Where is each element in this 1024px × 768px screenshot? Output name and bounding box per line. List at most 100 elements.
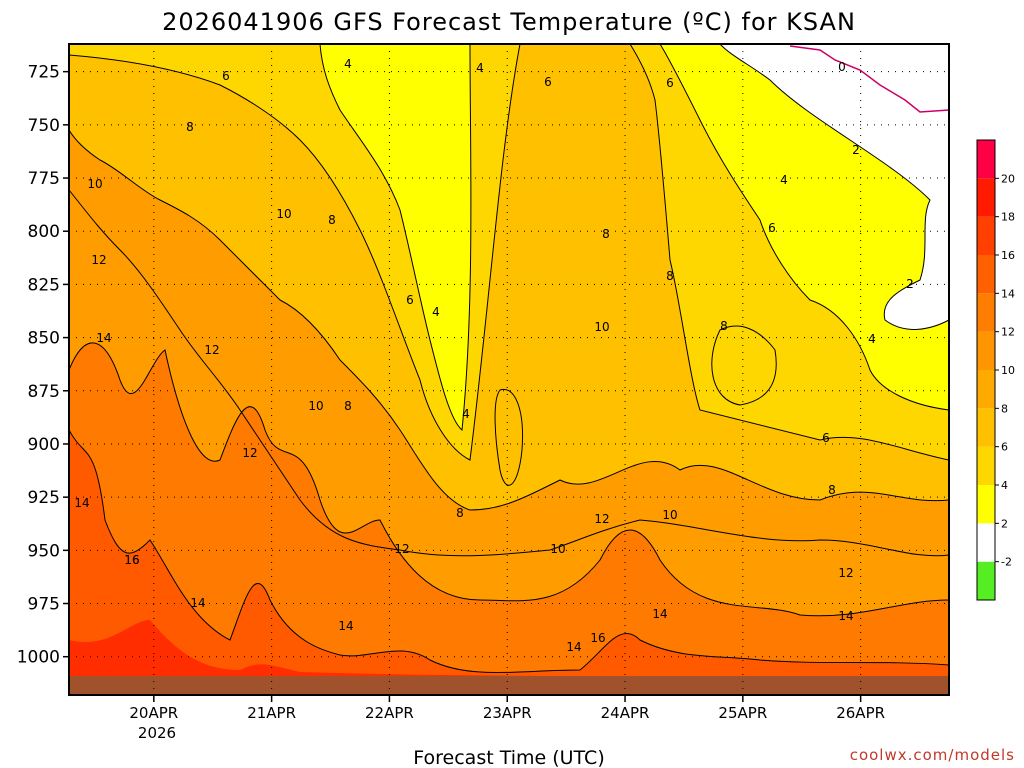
colorbar-swatch — [977, 331, 995, 370]
colorbar-label: 14 — [1001, 287, 1015, 300]
x-tick-label: 26APR — [836, 704, 885, 722]
contour-label: 14 — [838, 609, 853, 623]
contour-label: 12 — [394, 542, 409, 556]
ground-strip — [69, 676, 949, 695]
colorbar-label: 20 — [1001, 172, 1015, 185]
x-axis: 20APR 21APR 22APR 23APR 24APR 25APR 26APR — [129, 695, 885, 722]
warm-layer-14 — [69, 342, 949, 695]
contour-label: 12 — [91, 253, 106, 267]
contour-label: 6 — [544, 75, 552, 89]
contour-label: 6 — [822, 431, 830, 445]
cool-layer-2 — [720, 44, 949, 330]
y-tick-label: 850 — [28, 329, 60, 349]
colorbar-swatch — [977, 216, 995, 255]
colorbar-swatch — [977, 446, 995, 485]
contour-label: 4 — [868, 332, 876, 346]
contour-label: 12 — [838, 566, 853, 580]
colorbar-label: 18 — [1001, 211, 1015, 224]
contour-label: 6 — [406, 293, 414, 307]
contour-label: 12 — [204, 343, 219, 357]
contour-label: 8 — [602, 227, 610, 241]
y-tick-label: 775 — [28, 169, 60, 189]
x-tick-label: 24APR — [601, 704, 650, 722]
colorbar-label: 4 — [1001, 479, 1008, 492]
y-axis: 725 750 775 800 825 850 875 900 925 950 975 1000 — [17, 63, 69, 668]
y-tick-label: 875 — [28, 382, 60, 402]
y-tick-label: 825 — [28, 275, 60, 295]
warm-layer-16 — [69, 430, 949, 695]
contour-label: 12 — [242, 446, 257, 460]
contour-label: 6 — [768, 221, 776, 235]
colorbar-label: 16 — [1001, 249, 1015, 262]
contour-label: 4 — [344, 57, 352, 71]
contour-label: 8 — [456, 506, 464, 520]
y-tick-label: 725 — [28, 63, 60, 83]
contour-label: 14 — [96, 331, 111, 345]
colorbar-label: 10 — [1001, 364, 1015, 377]
contour-label: 2 — [852, 143, 860, 157]
y-tick-label: 925 — [28, 488, 60, 508]
x-tick-label: 20APR — [129, 704, 178, 722]
colorbar-swatch — [977, 485, 995, 524]
x-axis-title: Forecast Time (UTC) — [413, 747, 604, 768]
contour-label: 10 — [308, 399, 323, 413]
contour-label: 10 — [276, 207, 291, 221]
colorbar-swatch — [977, 408, 995, 447]
colorbar-label: 2 — [1001, 517, 1008, 530]
colorbar-swatch — [977, 178, 995, 217]
contour-label: 0 — [838, 60, 846, 74]
x-tick-label: 25APR — [718, 704, 767, 722]
contour-label: 4 — [476, 61, 484, 75]
contour-label: 2 — [906, 277, 914, 291]
contour-label: 10 — [550, 542, 565, 556]
contour-label: 14 — [566, 640, 581, 654]
colorbar-label: 12 — [1001, 326, 1015, 339]
x-year-label: 2026 — [138, 724, 176, 742]
colorbar-swatch — [977, 255, 995, 294]
contour-label: 16 — [124, 553, 139, 567]
contour-label: 4 — [462, 407, 470, 421]
contour-label: 4 — [432, 305, 440, 319]
y-tick-label: 975 — [28, 595, 60, 615]
contour-label: 14 — [652, 607, 667, 621]
y-tick-label: 900 — [28, 435, 60, 455]
y-tick-label: 1000 — [17, 648, 60, 668]
chart-title: 2026041906 GFS Forecast Temperature (ºC)… — [162, 8, 856, 36]
contour-label: 8 — [328, 213, 336, 227]
contour-label: 10 — [662, 508, 677, 522]
contour-label: 8 — [666, 269, 674, 283]
y-tick-label: 950 — [28, 541, 60, 561]
contour-label: 8 — [828, 483, 836, 497]
contour-label: 8 — [186, 120, 194, 134]
colorbar-swatch — [977, 370, 995, 409]
colorbar-swatch — [977, 523, 995, 562]
contour-label: 14 — [338, 619, 353, 633]
contour-label: 12 — [594, 512, 609, 526]
contour-label: 4 — [780, 173, 788, 187]
colorbar-swatch — [977, 140, 995, 179]
contour-lines — [69, 44, 949, 673]
contour-label: 10 — [594, 320, 609, 334]
contour-label: 16 — [590, 631, 605, 645]
colorbar: -2 2 4 6 8 10 12 14 16 18 20 — [976, 139, 1015, 601]
x-tick-label: 22APR — [365, 704, 414, 722]
y-tick-label: 750 — [28, 116, 60, 136]
cool-layer-0-line — [789, 45, 949, 113]
contour-label: 10 — [87, 177, 102, 191]
colorbar-swatch — [977, 293, 995, 332]
colorbar-label: 8 — [1001, 402, 1008, 415]
contour-label: 6 — [222, 69, 230, 83]
colorbar-label: 6 — [1001, 441, 1008, 454]
plot-area: 6 4 4 6 6 0 8 2 10 10 8 8 4 6 12 6 4 8 8 2 14 12 10 8 4 10 4 12 14 6 1… — [69, 44, 949, 695]
contour-label-layer: 6 4 4 6 6 0 8 2 10 10 8 8 4 6 12 6 4 8 8 2 14 12 10 8 4 10 4 12 14 6 1… — [74, 57, 913, 654]
contour-label: 6 — [666, 76, 674, 90]
x-tick-label: 21APR — [247, 704, 296, 722]
contour-label: 8 — [720, 319, 728, 333]
y-tick-label: 800 — [28, 222, 60, 242]
contour-label: 14 — [190, 596, 205, 610]
contour-label: 14 — [74, 496, 89, 510]
x-tick-label: 23APR — [483, 704, 532, 722]
contour-label: 16 — [124, 553, 139, 567]
credit-text: coolwx.com/models — [850, 746, 1015, 764]
